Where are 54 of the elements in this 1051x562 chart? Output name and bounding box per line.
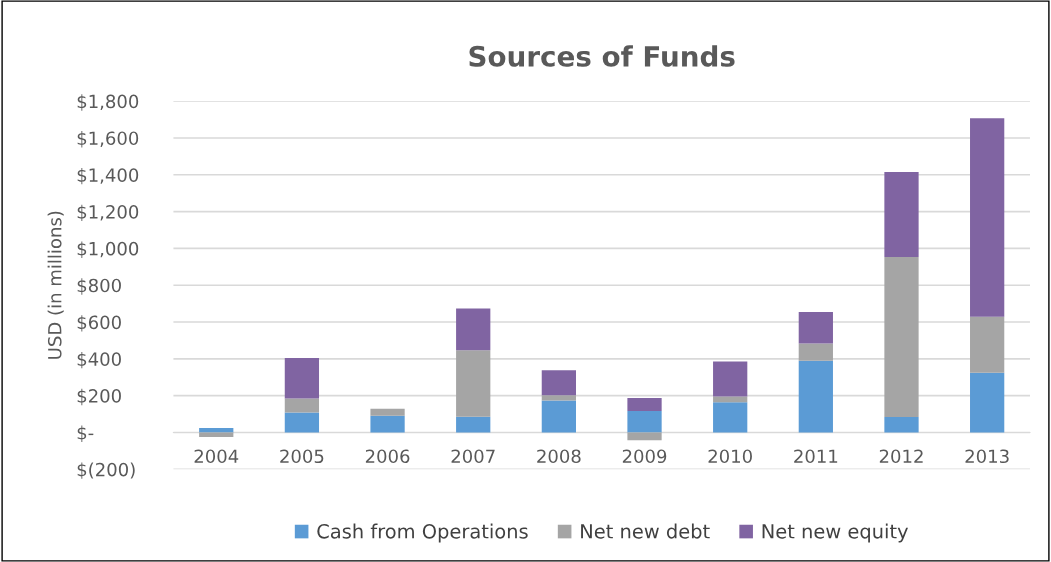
bar: [970, 118, 1005, 317]
y-tick-label: $600: [77, 315, 121, 332]
bar: [884, 257, 919, 417]
x-tick-label: 2005: [280, 449, 324, 464]
bar: [370, 408, 405, 416]
bar: [627, 398, 662, 412]
bar: [370, 415, 405, 433]
bar: [541, 400, 576, 433]
bar: [798, 343, 833, 361]
x-tick-label: 2013: [965, 449, 1009, 464]
chart-title: Sources of Funds: [469, 45, 735, 67]
bar: [541, 370, 576, 396]
bar: [541, 395, 576, 401]
x-tick-label: 2006: [365, 449, 410, 464]
x-tick-label: 2009: [622, 449, 667, 464]
bar: [970, 316, 1005, 373]
bar: [199, 432, 234, 437]
bar: [456, 308, 491, 351]
bar: [284, 412, 320, 433]
y-tick-label: $(200): [77, 462, 135, 479]
legend-label: Cash from Operations: [317, 523, 528, 543]
y-tick-label: $1,600: [77, 131, 139, 148]
bar: [713, 361, 748, 397]
x-tick-label: 2011: [794, 449, 838, 464]
bar: [199, 428, 234, 433]
bar: [798, 360, 833, 433]
x-tick-label: 2008: [537, 449, 581, 464]
bar: [713, 402, 748, 433]
x-tick-label: 2012: [879, 449, 923, 464]
y-tick-label: $1,000: [77, 241, 139, 258]
y-tick-label: $1,400: [77, 167, 139, 185]
bar: [884, 417, 919, 433]
bar: [456, 350, 491, 417]
y-tick-label: $1,800: [77, 94, 139, 111]
bar: [798, 311, 833, 344]
legend-label: Net new debt: [581, 523, 710, 539]
y-tick-label: $200: [77, 388, 121, 406]
y-tick-label: $800: [77, 278, 121, 295]
y-tick-label: $400: [77, 351, 121, 369]
legend-label: Net new equity: [762, 523, 908, 543]
x-tick-label: 2010: [708, 449, 752, 464]
bar: [627, 432, 662, 441]
bar: [713, 396, 748, 403]
bar: [884, 172, 919, 258]
bar: [284, 398, 320, 413]
bar: [456, 416, 491, 433]
bar: [284, 357, 320, 399]
bar: [627, 411, 662, 433]
y-tick-label: $1,200: [77, 204, 139, 222]
x-tick-label: 2004: [194, 449, 239, 464]
x-tick-label: 2007: [451, 449, 495, 464]
y-axis-title: USD (in millions): [47, 211, 64, 359]
y-tick-label: $-: [77, 425, 94, 442]
bar: [970, 372, 1005, 433]
